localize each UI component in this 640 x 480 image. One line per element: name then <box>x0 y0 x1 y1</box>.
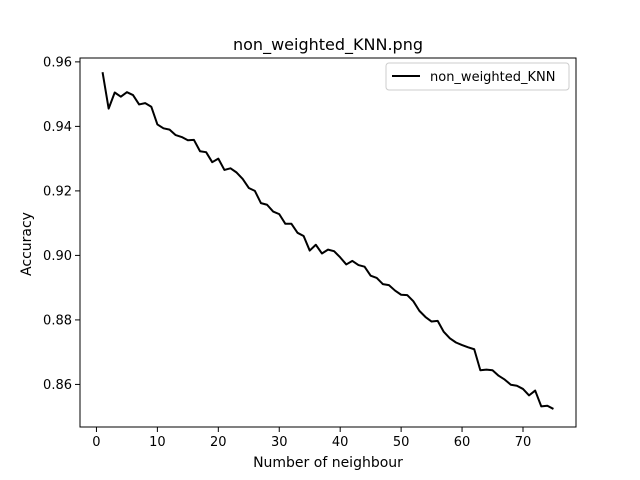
x-tick-label: 40 <box>332 435 349 450</box>
legend-entry-label: non_weighted_KNN <box>430 70 556 85</box>
y-tick-label: 0.86 <box>43 378 72 393</box>
x-tick-label: 50 <box>393 435 410 450</box>
plot-area <box>79 57 577 428</box>
x-tick-label: 0 <box>92 435 100 450</box>
x-tick-label: 20 <box>210 435 227 450</box>
y-tick-label: 0.88 <box>43 313 72 328</box>
y-axis-label: Accuracy <box>19 212 35 276</box>
x-tick-label: 30 <box>271 435 288 450</box>
x-tick-label: 60 <box>454 435 471 450</box>
y-tick-label: 0.96 <box>43 55 72 70</box>
legend-box <box>385 62 570 91</box>
x-axis-label: Number of neighbour <box>253 455 403 471</box>
chart-title: non_weighted_KNN.png <box>233 35 423 55</box>
y-tick-label: 0.94 <box>43 120 72 135</box>
legend: non_weighted_KNN <box>385 62 570 91</box>
y-tick-label: 0.90 <box>43 249 72 264</box>
y-tick-label: 0.92 <box>43 184 72 199</box>
x-tick-label: 70 <box>515 435 532 450</box>
x-tick-label: 10 <box>149 435 166 450</box>
series-line <box>101 72 554 410</box>
